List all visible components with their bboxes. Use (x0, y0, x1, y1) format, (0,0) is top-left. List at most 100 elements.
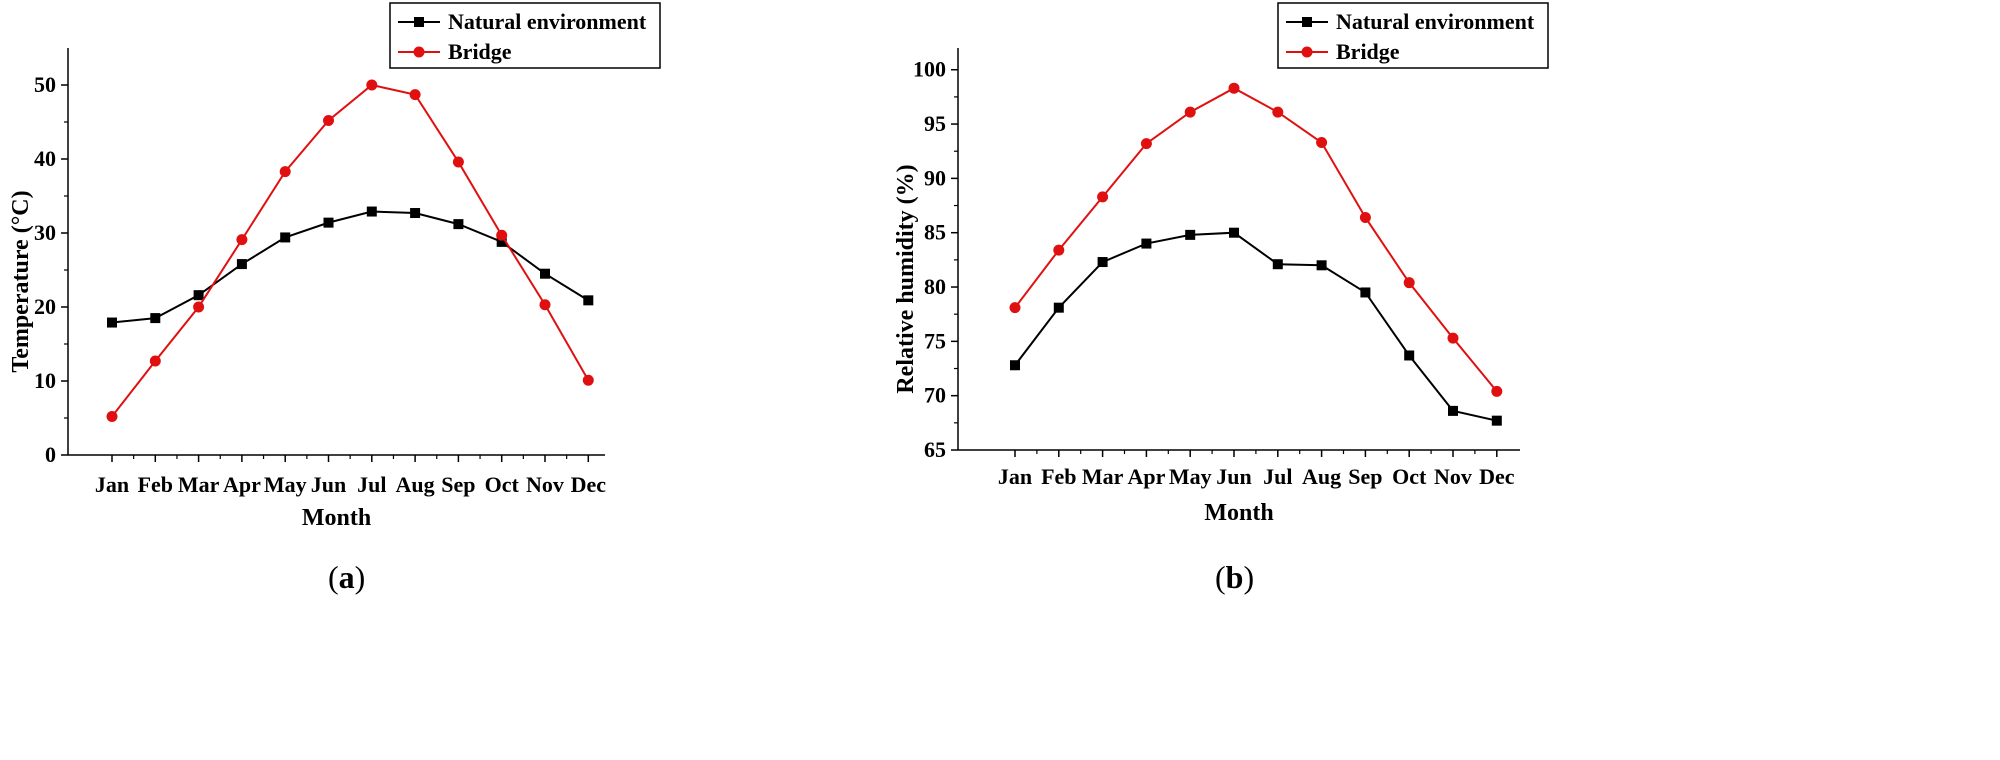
x-tick-label: Apr (1127, 464, 1165, 489)
panel-b-chart: 65 70 75 80 85 90 95 100 Jan Feb Mar Apr May Jun Jul Au… (893, 2, 1549, 595)
data-point-bridge (1228, 82, 1240, 94)
data-point-bridge (1491, 385, 1503, 397)
data-point-bridge (1009, 302, 1021, 314)
legend-box (1277, 2, 1549, 69)
panel-label: (a) (328, 559, 365, 595)
data-point-natural-environment (1360, 287, 1371, 298)
x-tick-label: Mar (178, 472, 220, 497)
data-point-natural-environment (1141, 238, 1152, 249)
data-point-natural-environment (453, 219, 464, 230)
panel-label-open-paren: ( (1215, 559, 1226, 595)
x-tick-label: May (1169, 464, 1212, 489)
data-point-natural-environment (150, 313, 161, 324)
y-tick-label: 40 (34, 146, 56, 171)
panel-label-close-paren: ) (355, 559, 366, 595)
series-line-bridge (111, 83, 590, 418)
data-point-natural-environment (107, 317, 117, 328)
x-tick-label: Jan (95, 472, 129, 497)
y-tick-label: 30 (34, 220, 56, 245)
data-point-natural-environment (280, 232, 291, 243)
x-tick-label: Aug (1302, 464, 1341, 489)
data-point-bridge (149, 355, 161, 367)
x-tick-label: Jun (311, 472, 346, 497)
y-tick-label: 0 (45, 442, 56, 467)
x-axis-title: Month (1204, 500, 1273, 526)
data-point-natural-environment (1053, 302, 1064, 313)
x-tick-label: Jul (1263, 464, 1292, 489)
legend-marker-square (414, 17, 424, 27)
data-point-bridge (106, 411, 118, 423)
data-point-bridge (1097, 191, 1109, 203)
legend-label: Bridge (1336, 39, 1400, 64)
panel-label-open-paren: ( (328, 559, 339, 595)
panel-a-chart: 0 10 20 30 40 50 Jan Feb Mar Apr May Jun Jul Aug Sep Oc… (8, 2, 661, 595)
data-point-natural-environment (1404, 350, 1415, 361)
x-tick-label: Jul (357, 472, 386, 497)
data-point-bridge (1359, 211, 1371, 223)
data-point-natural-environment (1316, 260, 1327, 271)
panel-label-close-paren: ) (1243, 559, 1254, 595)
y-axis-title: Temperature (°C) (8, 190, 34, 372)
y-tick-label: 95 (924, 111, 946, 136)
x-tick-label: Sep (441, 472, 475, 497)
panel-label: (b) (1215, 559, 1254, 595)
x-tick-label: Nov (526, 472, 564, 497)
legend-marker-circle (413, 46, 425, 58)
legend-marker-circle (1301, 46, 1313, 58)
y-tick-label: 80 (924, 274, 946, 299)
data-point-bridge (452, 156, 464, 168)
data-point-bridge (1447, 332, 1459, 344)
x-tick-label: May (264, 472, 307, 497)
x-tick-label: Mar (1082, 464, 1124, 489)
data-point-natural-environment (410, 208, 421, 219)
y-tick-label: 85 (924, 220, 946, 245)
data-point-natural-environment (323, 217, 334, 228)
x-tick-label: Aug (396, 472, 435, 497)
x-tick-label: Feb (1041, 464, 1076, 489)
data-point-natural-environment (496, 236, 507, 247)
data-point-bridge (1140, 138, 1152, 150)
x-tick-label: Sep (1348, 464, 1382, 489)
legend-box (389, 2, 661, 69)
legend-label: Bridge (448, 39, 512, 64)
data-point-bridge (539, 299, 551, 311)
data-point-bridge (409, 89, 421, 101)
data-point-natural-environment (366, 206, 377, 217)
y-tick-label: 100 (913, 57, 946, 82)
y-tick-label: 90 (924, 165, 946, 190)
panel-label-letter: b (1226, 559, 1244, 595)
x-tick-label: Oct (1392, 464, 1427, 489)
legend-marker-square (1302, 17, 1312, 27)
data-point-natural-environment (1448, 405, 1458, 416)
y-tick-label: 65 (924, 437, 946, 462)
data-point-natural-environment (1491, 415, 1502, 426)
x-tick-label: Feb (138, 472, 173, 497)
data-point-bridge (366, 79, 378, 91)
series-line-bridge (1014, 87, 1498, 392)
y-axis-title: Relative humidity (%) (893, 164, 919, 393)
legend-label: Natural environment (1336, 9, 1535, 34)
x-tick-label: Jan (998, 464, 1032, 489)
x-tick-label: Dec (571, 472, 607, 497)
x-tick-label: Apr (223, 472, 261, 497)
y-tick-label: 10 (34, 368, 56, 393)
data-point-natural-environment (1229, 227, 1239, 238)
y-tick-label: 75 (924, 328, 946, 353)
y-tick-label: 70 (924, 383, 946, 408)
data-point-natural-environment (1010, 360, 1020, 371)
y-tick-label: 20 (34, 294, 56, 319)
x-axis-title: Month (302, 505, 371, 531)
data-point-bridge (1316, 137, 1328, 149)
data-point-bridge (323, 115, 334, 127)
data-point-bridge (1053, 244, 1065, 256)
data-point-bridge (1272, 106, 1284, 118)
data-point-bridge (582, 374, 594, 386)
data-point-natural-environment (1272, 259, 1283, 270)
y-tick-label: 50 (34, 72, 56, 97)
data-point-natural-environment (193, 290, 204, 301)
x-tick-label: Nov (1434, 464, 1472, 489)
data-point-bridge (496, 229, 508, 241)
panel-label-letter: a (339, 559, 355, 595)
data-point-natural-environment (583, 295, 594, 306)
